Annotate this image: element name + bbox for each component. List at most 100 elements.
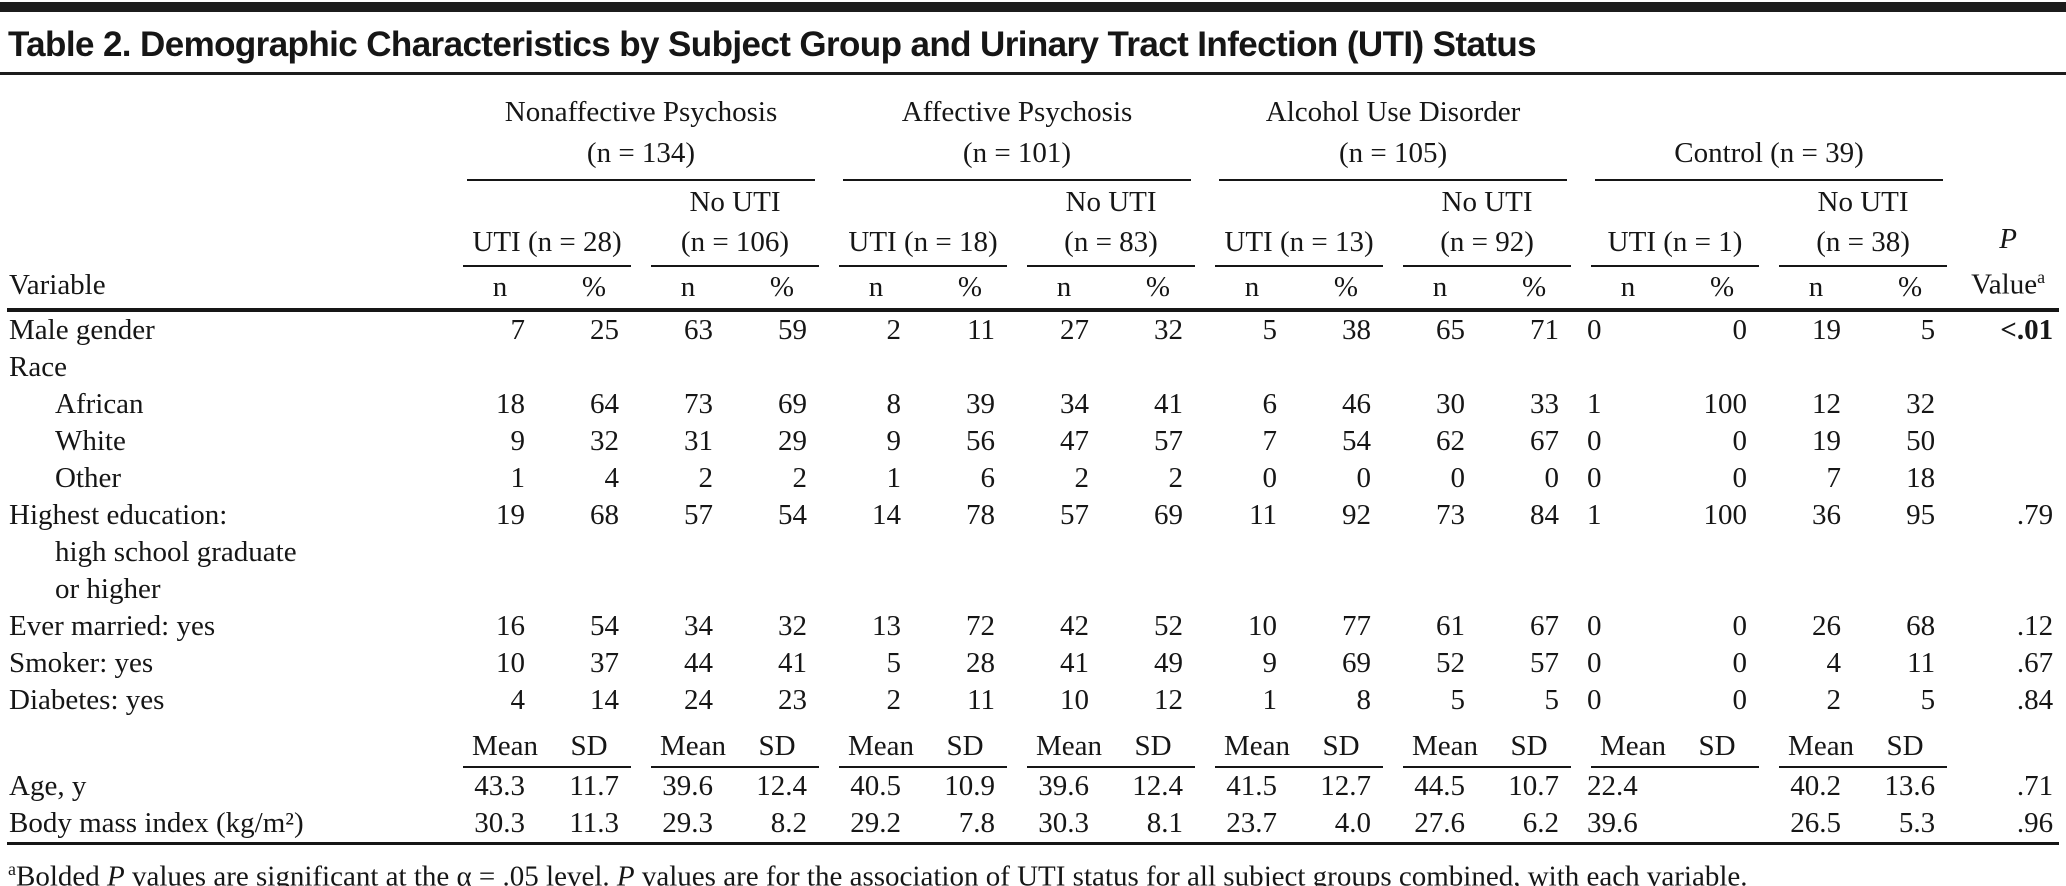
p-value-cell [1957, 423, 2059, 460]
data-cell: 57 [1154, 425, 1184, 457]
data-cell: 5 [1920, 314, 1936, 346]
data-cell: 8 [1356, 684, 1372, 716]
p-value-cell: .12 [2016, 610, 2054, 642]
data-cell: 52 [1436, 647, 1466, 679]
data-cell: 69 [1154, 499, 1184, 531]
data-cell: 2 [698, 462, 714, 494]
data-cell: 0 [1262, 462, 1278, 494]
p-value-cell [1957, 386, 2059, 423]
data-cell: 12.4 [756, 770, 807, 802]
data-cell: 36 [1812, 499, 1842, 531]
data-cell: 0 [1732, 610, 1748, 642]
data-cell: 12 [1812, 388, 1842, 420]
data-cell: 28 [966, 647, 995, 679]
data-cell: 2 [886, 684, 902, 716]
data-cell: 16 [496, 610, 525, 642]
data-cell [641, 349, 735, 386]
n-pct-header-row: n % n % n % n % n % n % n % n % [7, 267, 2059, 310]
data-cell: 0 [1356, 462, 1372, 494]
p-value-cell [1957, 349, 2059, 386]
footnote-marker: a [8, 859, 16, 879]
table-row: Diabetes: yes 4 14 24 23 2 11 10 12 1 8 5 5 0 0 2 5.84 [7, 682, 2059, 719]
subgroup-header-nouti-4: No UTI (n = 38) [1769, 181, 1957, 267]
data-cell: 10.7 [1508, 770, 1560, 802]
data-cell: 11 [967, 684, 995, 716]
mean-sd-pair-header: Mean SD [641, 719, 829, 768]
data-cell: 2 [1826, 684, 1842, 716]
data-cell: 5 [1544, 684, 1560, 716]
column-header-n: n [1620, 271, 1636, 303]
data-cell: 37 [590, 647, 619, 679]
data-cell: 23.7 [1226, 807, 1278, 839]
data-cell: 0 [1587, 314, 1602, 346]
data-cell: 65 [1436, 314, 1466, 346]
p-value-cell: .96 [2016, 807, 2054, 839]
data-cell: 0 [1732, 425, 1748, 457]
data-cell: 34 [1060, 388, 1089, 420]
data-cell: 9 [886, 425, 902, 457]
data-cell: 56 [966, 425, 995, 457]
data-cell: 6 [980, 462, 996, 494]
data-cell: 62 [1436, 425, 1466, 457]
data-cell: 5 [1920, 684, 1936, 716]
data-cell: 24 [684, 684, 713, 716]
row-label: Highest education: high school graduate or… [9, 499, 297, 605]
data-cell: 30 [1436, 388, 1466, 420]
data-cell: 92 [1342, 499, 1372, 531]
data-cell: 18 [496, 388, 525, 420]
data-cell [1675, 805, 1769, 844]
data-cell: 2 [792, 462, 808, 494]
data-cell: 4 [604, 462, 620, 494]
data-cell: 0 [1544, 462, 1560, 494]
top-rule-bar [0, 2, 2066, 12]
data-cell [1675, 768, 1769, 805]
footnote: aBolded P values are significant at the … [8, 859, 1748, 886]
data-cell [1017, 349, 1111, 386]
data-cell [923, 349, 1017, 386]
data-cell: 1 [510, 462, 526, 494]
table-row: Age, y 43.3 11.7 39.6 12.4 40.5 10.9 39.6 12.4 41… [7, 768, 2059, 805]
table-row: Highest education: high school graduate or… [7, 497, 2059, 608]
data-cell: 47 [1060, 425, 1089, 457]
demographics-table: Variable Nonaffective Psychosis (n = 134)… [7, 79, 2060, 845]
data-cell: 1 [1587, 388, 1602, 420]
data-cell: 19 [1812, 425, 1842, 457]
data-cell [829, 349, 923, 386]
data-cell: 39.6 [662, 770, 713, 802]
data-cell: 7 [510, 314, 526, 346]
data-cell: 32 [590, 425, 619, 457]
p-value-cell: <.01 [2000, 314, 2054, 346]
group-header-affective-psychosis: Affective Psychosis (n = 101) [829, 79, 1205, 181]
mean-sd-pair-header: Mean SD [1393, 719, 1581, 768]
subgroup-header-row: UTI (n = 28) No UTI (n = 106) UTI (n = 18… [7, 181, 2059, 267]
data-cell: 63 [684, 314, 713, 346]
data-cell: 1 [1262, 684, 1278, 716]
variable-header-label: Variable [9, 269, 106, 301]
data-cell: 33 [1530, 388, 1560, 420]
data-cell: 8.1 [1146, 807, 1184, 839]
data-cell: 6.2 [1522, 807, 1560, 839]
mean-sd-pair-header: Mean SD [1017, 719, 1205, 768]
data-cell: 0 [1587, 425, 1602, 457]
data-cell: 27.6 [1414, 807, 1466, 839]
column-header-pct: % [1145, 271, 1171, 303]
data-cell: 2 [886, 314, 902, 346]
data-cell: 0 [1587, 684, 1602, 716]
data-cell: 9 [510, 425, 526, 457]
data-cell: 68 [590, 499, 619, 531]
data-cell: 14 [590, 684, 619, 716]
data-cell: 11.7 [569, 770, 619, 802]
data-cell: 95 [1906, 499, 1936, 531]
table-row: Ever married: yes 16 54 34 32 13 72 42 52 10 77 61 6… [7, 608, 2059, 645]
data-cell: 13 [872, 610, 901, 642]
row-label: Age, y [9, 770, 87, 802]
data-cell: 4.0 [1334, 807, 1372, 839]
data-cell: 39.6 [1038, 770, 1089, 802]
table-row: Smoker: yes 10 37 44 41 5 28 41 49 9 69 52 57 0 0 4 11 .6… [7, 645, 2059, 682]
data-cell: 0 [1732, 314, 1748, 346]
table-row: Body mass index (kg/m²) 30.3 11.3 29.3 8.2 29… [7, 805, 2059, 844]
data-cell [1675, 349, 1769, 386]
data-cell: 5.3 [1898, 807, 1936, 839]
data-cell: 34 [684, 610, 713, 642]
row-label: Body mass index (kg/m²) [9, 807, 304, 839]
